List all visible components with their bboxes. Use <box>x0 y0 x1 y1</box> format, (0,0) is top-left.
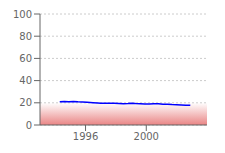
svg-text:2000: 2000 <box>134 131 159 142</box>
svg-text:100: 100 <box>13 9 32 20</box>
svg-text:40: 40 <box>19 75 32 86</box>
svg-text:20: 20 <box>19 97 32 108</box>
svg-text:0: 0 <box>26 120 32 131</box>
svg-text:80: 80 <box>19 31 32 42</box>
svg-text:1996: 1996 <box>73 131 98 142</box>
svg-text:60: 60 <box>19 53 32 64</box>
